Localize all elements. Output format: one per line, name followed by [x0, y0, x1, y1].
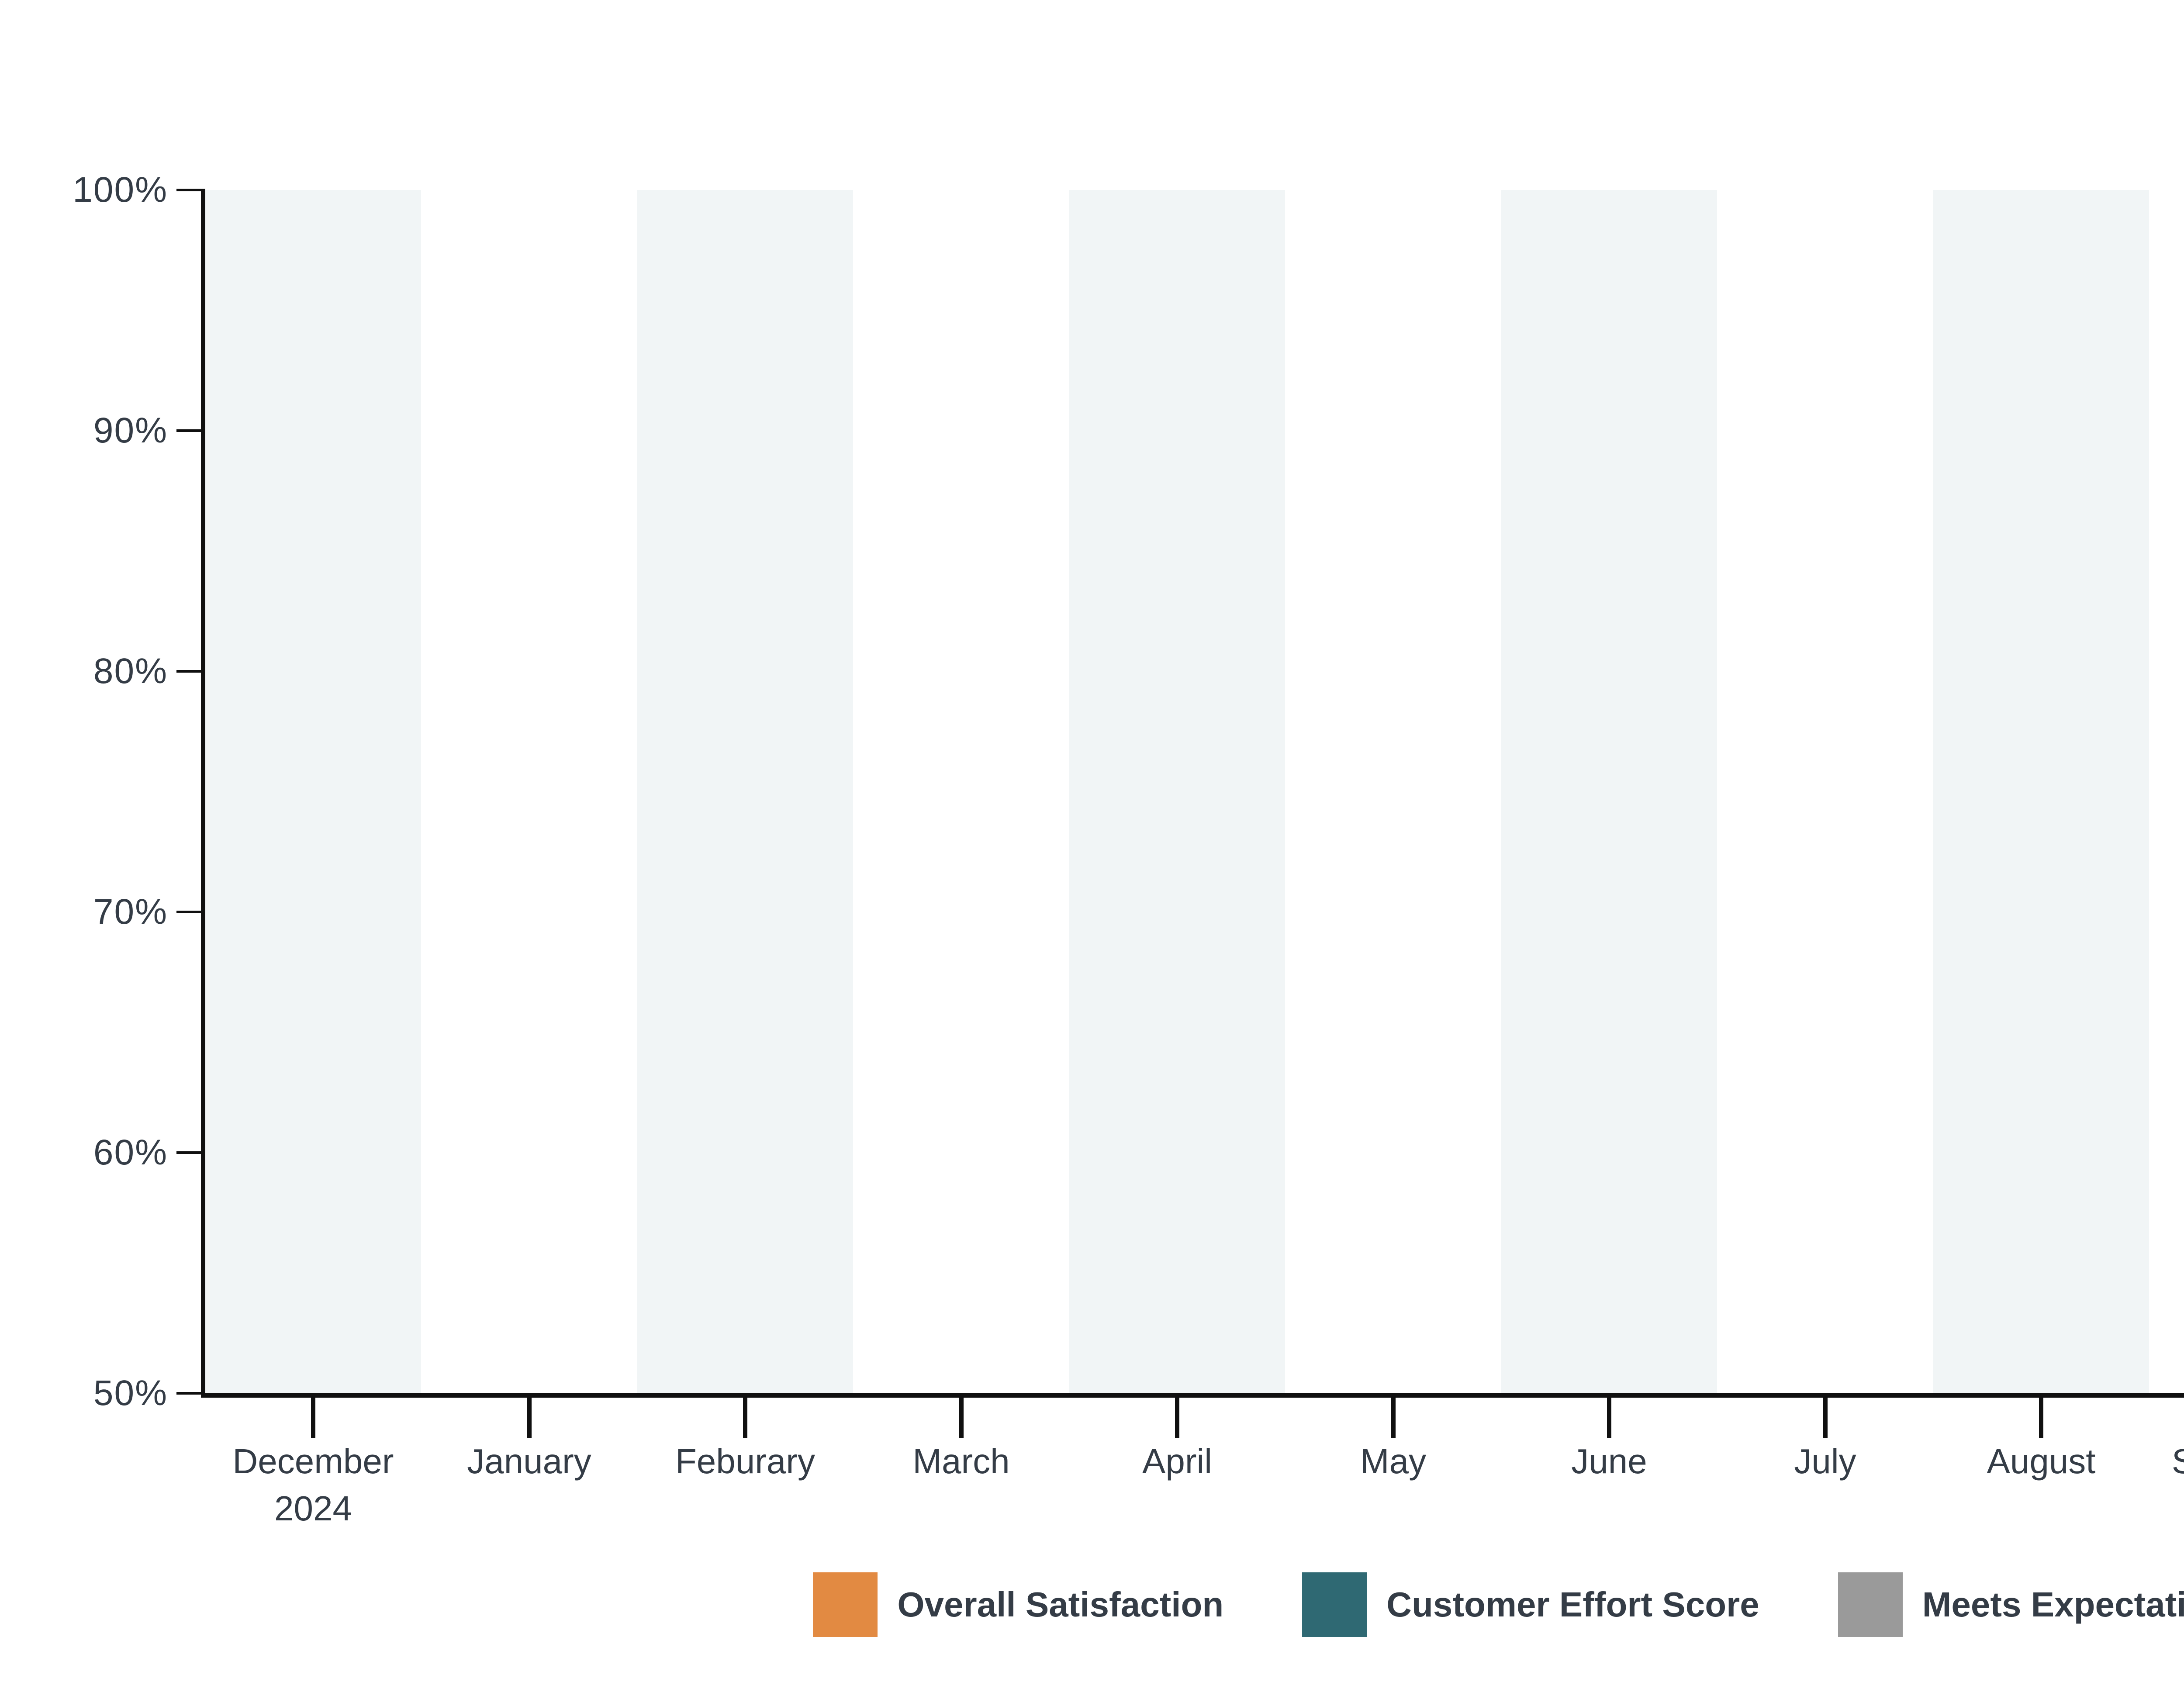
legend-swatch-icon — [1838, 1572, 1903, 1637]
legend-item: Overall Satisfaction — [813, 1572, 1223, 1637]
y-axis-tick — [176, 1392, 205, 1395]
legend-item: Customer Effort Score — [1302, 1572, 1759, 1637]
y-axis-tick-label: 90% — [93, 411, 168, 450]
x-axis-tick — [1175, 1393, 1179, 1438]
month-band — [205, 190, 422, 1393]
x-axis-tick-label: January — [467, 1438, 591, 1485]
x-axis-tick — [311, 1393, 315, 1438]
y-axis-tick-label: 100% — [73, 170, 168, 210]
month-name: April — [1142, 1442, 1213, 1481]
month-band — [637, 190, 854, 1393]
x-axis-tick-label: December 2024 — [232, 1438, 394, 1532]
legend: Overall Satisfaction Customer Effort Scor… — [0, 1572, 2184, 1637]
y-axis-tick-label: 50% — [93, 1373, 168, 1413]
month-name: July — [1794, 1442, 1856, 1481]
y-axis-tick-label: 70% — [93, 892, 168, 932]
legend-item-label: Meets Expectations — [1922, 1585, 2184, 1624]
legend-item-label: Customer Effort Score — [1386, 1585, 1759, 1624]
x-axis-tick — [959, 1393, 964, 1438]
x-axis-tick — [743, 1393, 747, 1438]
month-name: March — [912, 1442, 1010, 1481]
month-name: December — [232, 1442, 394, 1481]
legend-swatch-icon — [813, 1572, 878, 1637]
x-axis-tick-label: July — [1794, 1438, 1856, 1485]
x-axis-tick — [1391, 1393, 1396, 1438]
y-axis-tick-label: 60% — [93, 1133, 168, 1172]
y-axis-tick — [176, 911, 205, 913]
x-axis-tick-label: May — [1360, 1438, 1426, 1485]
y-axis-tick-label: 80% — [93, 651, 168, 691]
month-band — [1069, 190, 1286, 1393]
month-band — [1933, 190, 2149, 1393]
x-axis-tick — [2039, 1393, 2043, 1438]
x-axis-tick-label: March — [912, 1438, 1009, 1485]
month-name: June — [1571, 1442, 1647, 1481]
year-label: 2024 — [274, 1489, 352, 1528]
month-name: September — [2171, 1442, 2184, 1481]
month-name: Feburary — [675, 1442, 816, 1481]
month-band — [1501, 190, 1717, 1393]
x-axis-tick-label: August — [1987, 1438, 2095, 1485]
y-axis-line — [201, 190, 205, 1398]
x-axis-tick-label: Feburary — [675, 1438, 815, 1485]
y-axis-tick — [176, 1151, 205, 1154]
month-name: May — [1360, 1442, 1427, 1481]
month-name: January — [467, 1442, 591, 1481]
x-axis-tick — [1823, 1393, 1828, 1438]
legend-swatch-icon — [1302, 1572, 1367, 1637]
x-axis-tick — [1607, 1393, 1611, 1438]
x-axis-tick-label: June — [1571, 1438, 1647, 1485]
y-axis-tick — [176, 429, 205, 432]
y-axis-tick — [176, 670, 205, 673]
x-axis-line — [201, 1393, 2184, 1398]
legend-item: Meets Expectations — [1838, 1572, 2184, 1637]
y-axis-tick — [176, 189, 205, 191]
x-axis-tick — [527, 1393, 532, 1438]
x-axis-tick-label: September — [2172, 1438, 2184, 1485]
legend-item-label: Overall Satisfaction — [897, 1585, 1224, 1624]
x-axis-tick-label: April — [1142, 1438, 1212, 1485]
month-name: August — [1987, 1442, 2096, 1481]
